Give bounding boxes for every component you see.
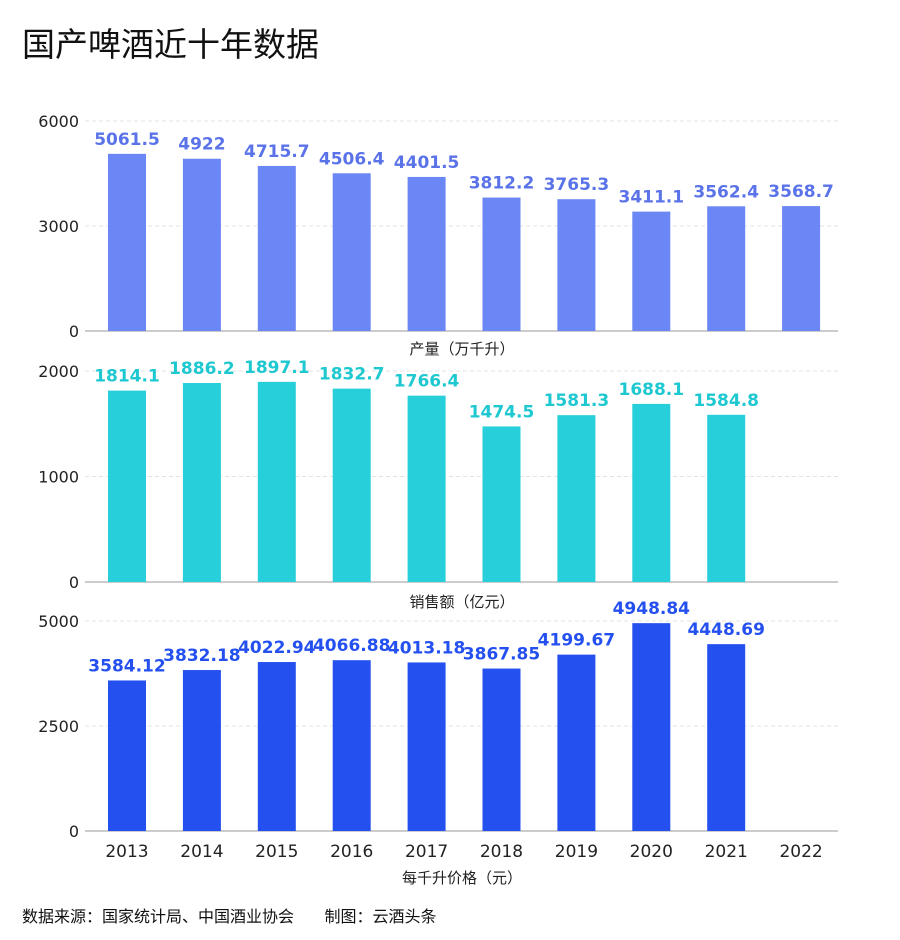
source-text: 数据来源：国家统计局、中国酒业协会: [22, 907, 295, 926]
data-label: 4506.4: [319, 149, 385, 169]
data-label: 4022.94: [238, 638, 316, 658]
data-label: 3812.2: [469, 174, 535, 194]
data-label: 4922: [178, 135, 225, 155]
bar-2020: [632, 403, 671, 582]
bar-2019: [557, 654, 596, 831]
data-label: 4199.67: [538, 631, 615, 651]
data-label: 1581.3: [544, 391, 610, 411]
bar-2018: [482, 197, 521, 331]
y-tick-label: 2500: [38, 717, 79, 736]
credit-text: 制图：云酒头条: [324, 907, 437, 926]
data-label: 1814.1: [94, 367, 160, 387]
x-tick-label: 2020: [630, 842, 673, 862]
y-tick-label: 6000: [38, 112, 79, 131]
y-tick-label: 0: [69, 322, 79, 341]
data-label: 4401.5: [394, 153, 460, 173]
bar-2021: [707, 206, 746, 331]
x-tick-label: 2019: [555, 842, 598, 862]
bar-2013: [108, 153, 146, 331]
x-axis-title: 每千升价格（元）: [402, 869, 522, 887]
x-axis-title: 产量（万千升）: [409, 340, 514, 358]
chart-panel-2: 0 1000 2000 1814.1 1886.2 1897.1 1832.7 1766.4 1…: [38, 358, 838, 611]
data-label: 4066.88: [313, 636, 390, 656]
y-tick-label: 0: [69, 822, 79, 841]
bar-2014: [182, 670, 221, 831]
source-note: 数据来源：国家统计局、中国酒业协会 制图：云酒头条: [22, 903, 437, 927]
y-tick-label: 0: [69, 573, 79, 592]
data-label: 4448.69: [687, 620, 764, 640]
bar-2013: [108, 390, 146, 582]
x-tick-label: 2021: [705, 842, 748, 862]
data-label: 1886.2: [169, 359, 235, 379]
x-axis-title: 销售额（亿元）: [409, 593, 514, 611]
data-label: 1832.7: [319, 365, 385, 385]
y-tick-label: 5000: [38, 612, 79, 631]
bar-2018: [482, 426, 521, 582]
data-label: 3562.4: [693, 182, 759, 202]
data-label: 3568.7: [768, 182, 834, 202]
x-tick-label: 2013: [105, 842, 148, 862]
bar-2017: [407, 662, 446, 831]
x-tick-label: 2018: [480, 842, 523, 862]
chart-panel-1: 0 3000 6000 5061.5 4922 4715.7 4506.4 4401.5 381…: [38, 112, 838, 358]
bar-2017: [407, 395, 446, 582]
data-label: 1474.5: [469, 402, 535, 422]
data-label: 4715.7: [244, 142, 310, 162]
x-tick-label: 2016: [330, 842, 373, 862]
data-label: 4948.84: [613, 599, 691, 619]
data-label: 5061.5: [94, 130, 160, 150]
bar-2020: [632, 211, 671, 331]
bar-2015: [257, 662, 296, 831]
y-tick-label: 1000: [38, 468, 79, 487]
x-tick-label: 2022: [779, 842, 822, 862]
bar-2017: [407, 176, 446, 331]
bar-2021: [707, 414, 746, 582]
bar-2019: [557, 415, 596, 582]
data-label: 4013.18: [388, 638, 465, 658]
x-tick-label: 2015: [255, 842, 298, 862]
x-tick-label: 2014: [180, 842, 223, 862]
data-label: 1897.1: [244, 358, 310, 378]
bar-2019: [557, 199, 596, 331]
bar-2021: [707, 644, 746, 831]
bar-2015: [257, 165, 296, 331]
bar-2020: [632, 623, 671, 831]
data-label: 3765.3: [544, 175, 610, 195]
y-tick-label: 2000: [38, 362, 79, 381]
chart-panel-3: 0 2500 5000 3584.123832.184022.944066.88401…: [38, 599, 838, 887]
bar-2016: [332, 388, 371, 582]
data-label: 3832.18: [163, 646, 240, 666]
data-label: 1584.8: [693, 391, 759, 411]
data-label: 3867.85: [463, 645, 540, 665]
data-label: 3584.12: [88, 656, 165, 676]
data-label: 1766.4: [394, 372, 460, 392]
bar-2013: [108, 680, 146, 831]
bar-2014: [182, 158, 221, 331]
y-tick-label: 3000: [38, 217, 79, 236]
bar-2016: [332, 660, 371, 831]
bar-2016: [332, 173, 371, 331]
bar-2015: [257, 381, 296, 582]
bar-2022: [782, 206, 821, 331]
page-title: 国产啤酒近十年数据: [22, 25, 319, 64]
bar-2014: [182, 383, 221, 582]
data-label: 3411.1: [618, 188, 684, 208]
data-label: 1688.1: [618, 380, 684, 400]
bar-2018: [482, 668, 521, 831]
x-tick-label: 2017: [405, 842, 448, 862]
